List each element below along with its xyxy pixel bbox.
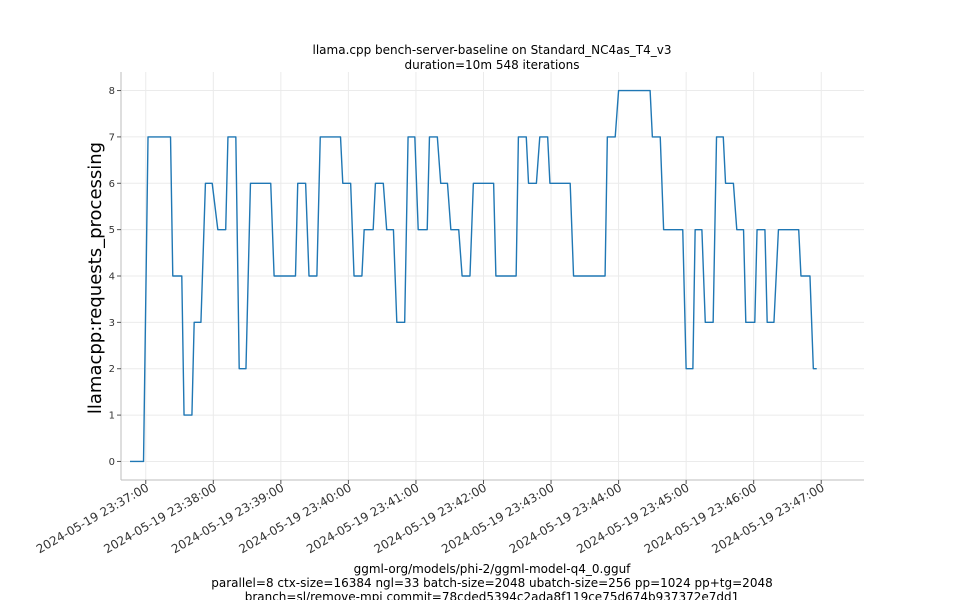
y-tick-label: 8 xyxy=(109,86,115,97)
x-axis-label: ggml-org/models/phi-2/ggml-model-q4_0.gg… xyxy=(211,562,772,600)
series-line xyxy=(130,89,817,463)
y-axis-label: llamacpp:requests_processing xyxy=(85,142,106,414)
x-axis-label-line-1: ggml-org/models/phi-2/ggml-model-q4_0.gg… xyxy=(354,562,632,576)
y-tick-label: 6 xyxy=(109,179,115,190)
chart-title-line-2: duration=10m 548 iterations xyxy=(405,58,580,72)
chart-title: llama.cpp bench-server-baseline on Stand… xyxy=(313,43,672,72)
y-tick-label: 2 xyxy=(109,364,115,375)
y-axis-ticks: 0 1 2 3 4 5 6 7 8 xyxy=(109,86,121,468)
x-tick-label: 2024-05-19 23:47:00 xyxy=(709,480,826,556)
x-tick-label: 2024-05-19 23:44:00 xyxy=(507,480,624,556)
x-tick-label: 2024-05-19 23:39:00 xyxy=(169,480,286,556)
x-tick-label: 2024-05-19 23:37:00 xyxy=(34,480,151,556)
y-tick-label: 1 xyxy=(109,411,115,422)
x-tick-label: 2024-05-19 23:46:00 xyxy=(642,480,759,556)
y-tick-label: 3 xyxy=(109,318,115,329)
x-tick-label: 2024-05-19 23:41:00 xyxy=(304,480,421,556)
y-tick-label: 7 xyxy=(109,132,115,143)
x-tick-label: 2024-05-19 23:38:00 xyxy=(101,480,218,556)
grid xyxy=(121,72,864,480)
y-tick-label: 4 xyxy=(109,272,115,283)
y-tick-label: 0 xyxy=(109,457,115,468)
chart-title-line-1: llama.cpp bench-server-baseline on Stand… xyxy=(313,43,672,57)
x-tick-label: 2024-05-19 23:43:00 xyxy=(439,480,556,556)
x-tick-label: 2024-05-19 23:45:00 xyxy=(574,480,691,556)
x-tick-label: 2024-05-19 23:42:00 xyxy=(372,480,489,556)
x-axis-label-line-3: branch=sl/remove-mpi commit=78cded5394c2… xyxy=(245,590,740,600)
y-tick-label: 5 xyxy=(109,225,115,236)
x-axis-label-line-2: parallel=8 ctx-size=16384 ngl=33 batch-s… xyxy=(211,576,772,590)
series xyxy=(130,89,817,463)
x-tick-label: 2024-05-19 23:40:00 xyxy=(237,480,354,556)
